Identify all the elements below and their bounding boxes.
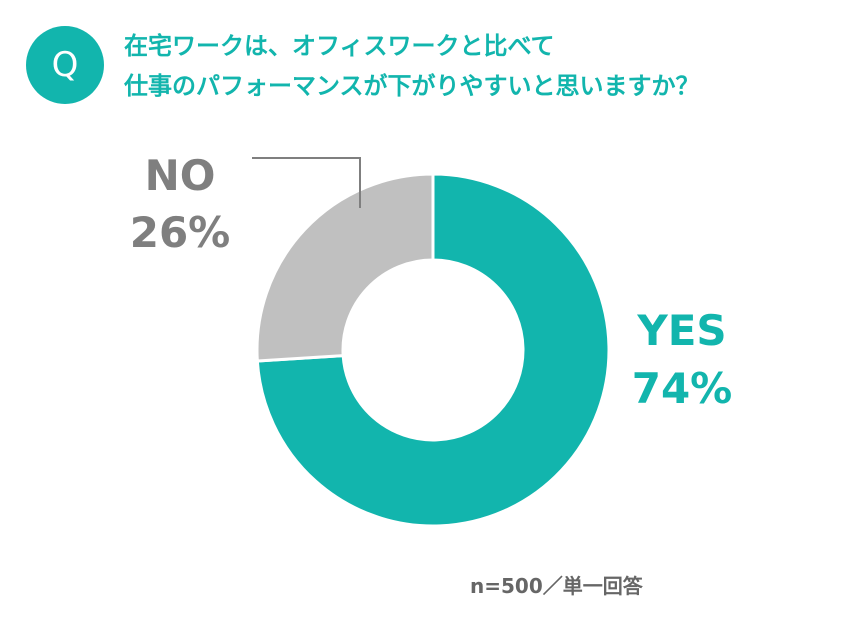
slice-yes: [255, 172, 611, 528]
no-leader-line: [252, 157, 361, 208]
slice-no: [255, 172, 435, 363]
question-text: 在宅ワークは、オフィスワークと比べて 仕事のパフォーマンスが下がりやすいと思いま…: [124, 26, 824, 106]
label-yes-value: 74%: [632, 364, 733, 413]
label-no-name: NO: [145, 151, 216, 200]
label-yes-name: YES: [636, 306, 726, 355]
question-line-1: 在宅ワークは、オフィスワークと比べて: [124, 32, 555, 60]
question-badge-letter: Q: [51, 45, 79, 85]
label-no-value: 26%: [130, 208, 231, 257]
sample-size-note: n=500／単一回答: [470, 574, 643, 598]
question-line-2: 仕事のパフォーマンスが下がりやすいと思いますか？: [124, 72, 700, 100]
question-badge: Q: [26, 26, 104, 104]
